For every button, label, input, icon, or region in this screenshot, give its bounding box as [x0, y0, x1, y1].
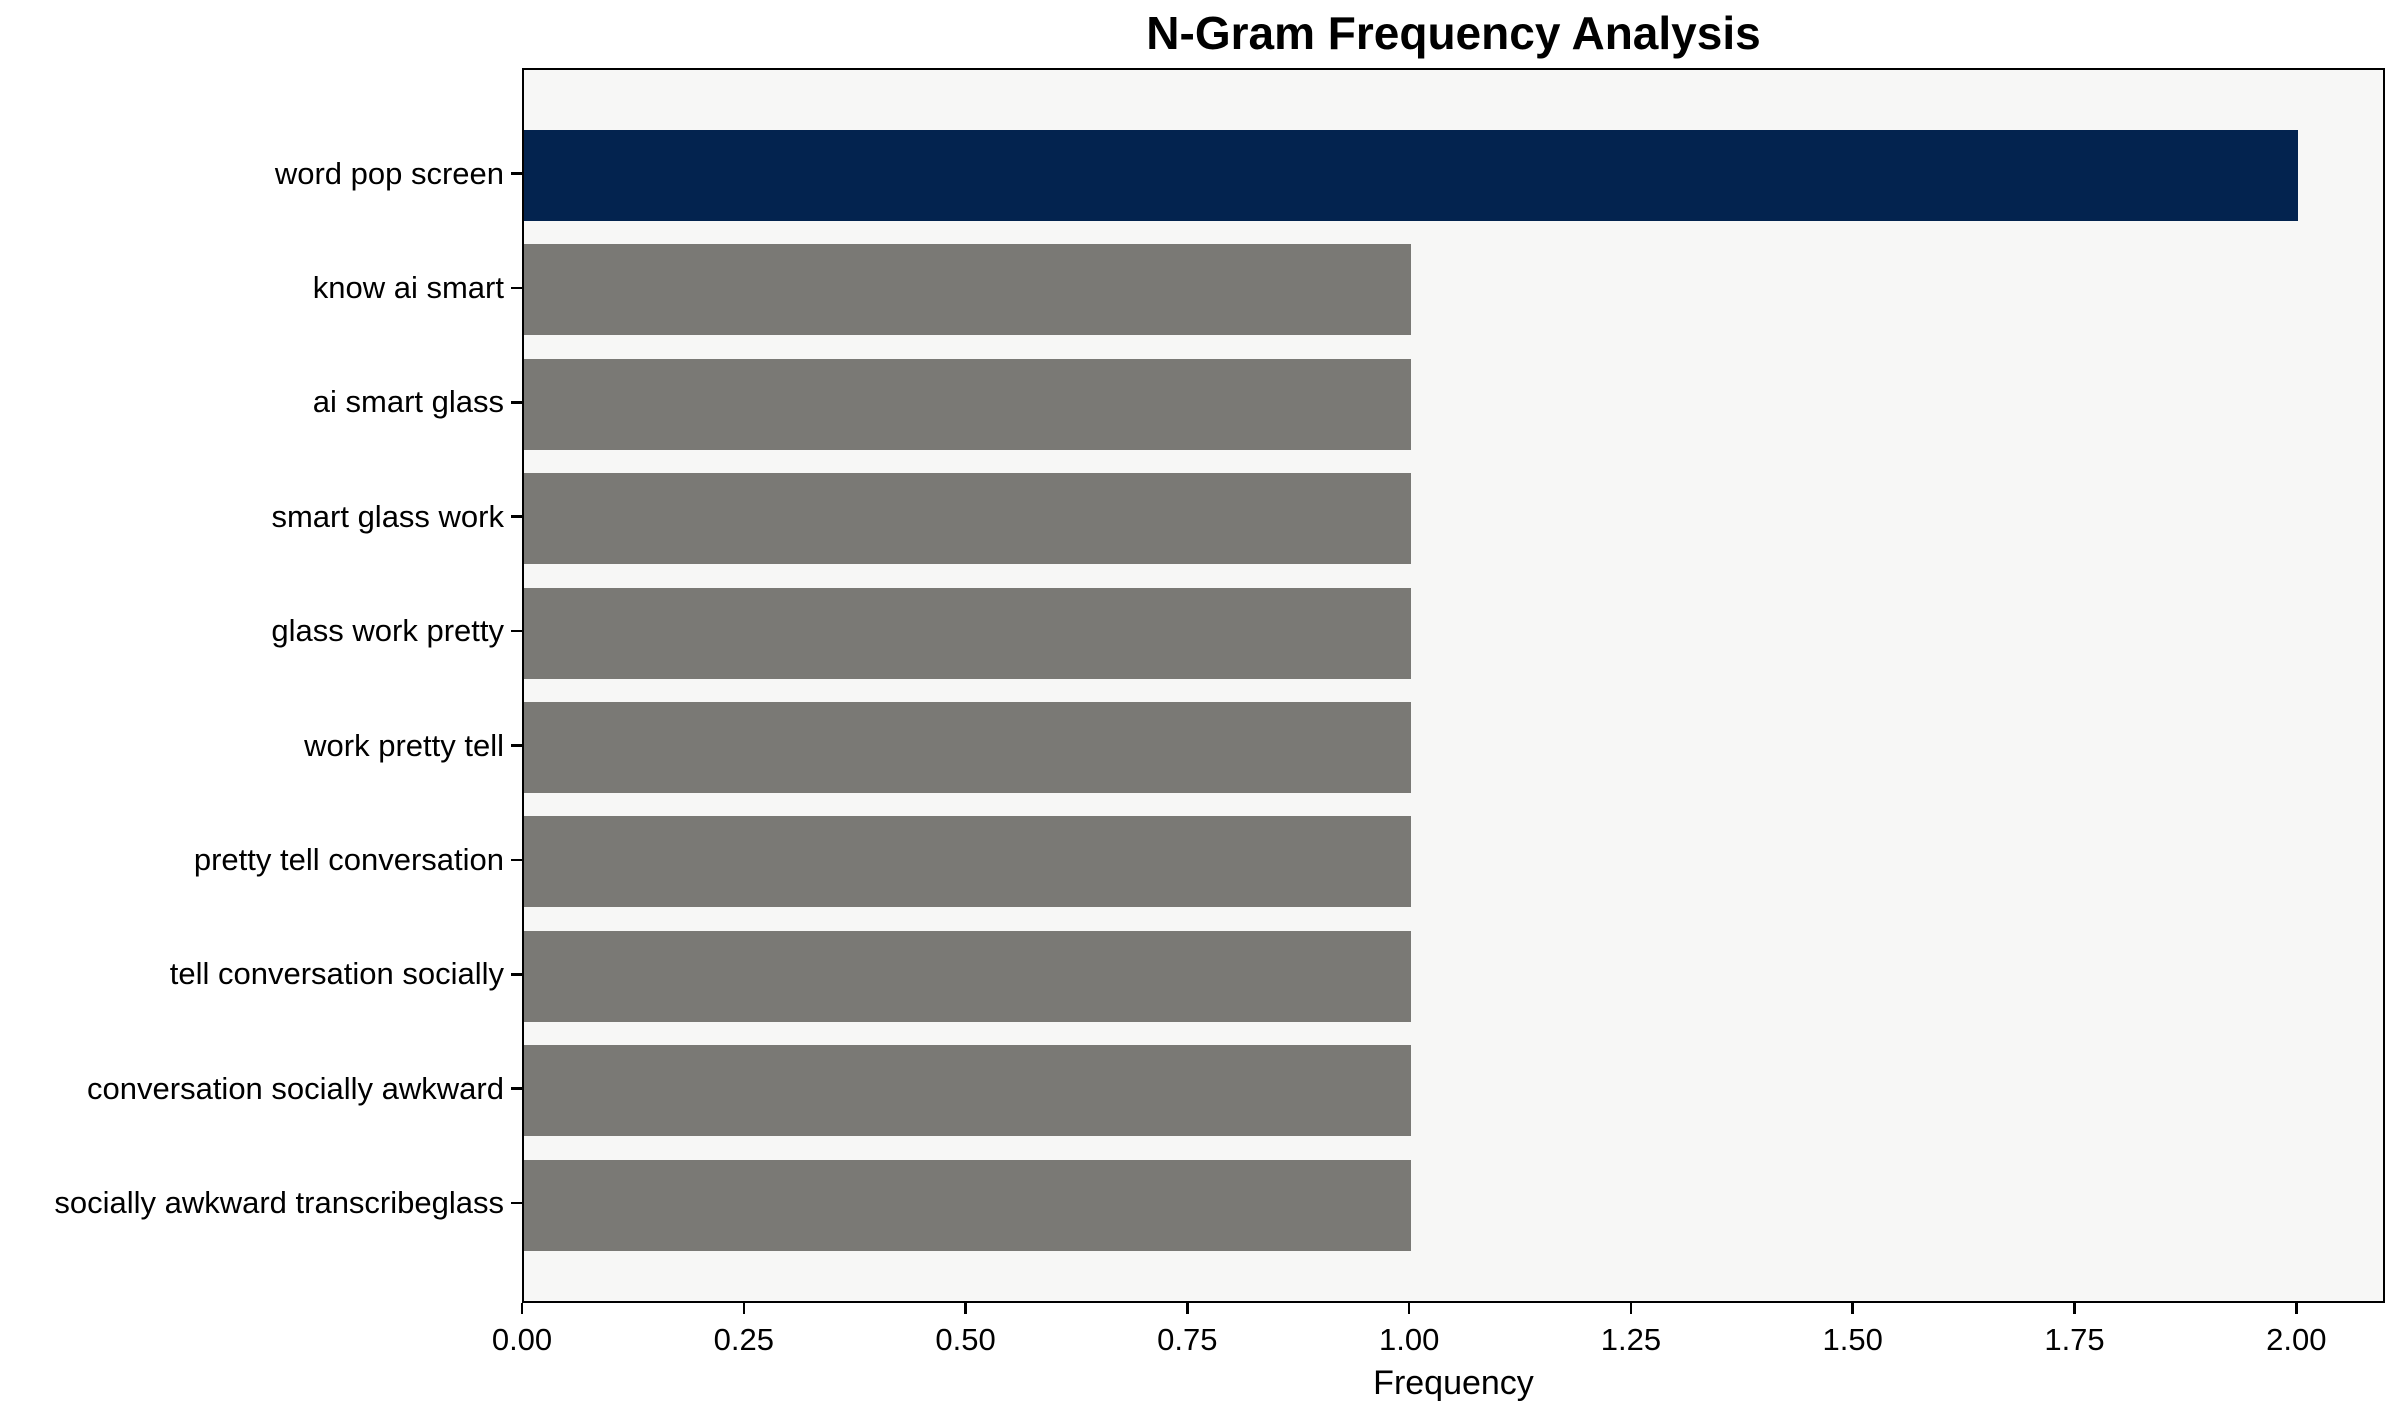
x-tick-label: 0.00 [491, 1322, 553, 1357]
bar [524, 1045, 1412, 1137]
bar [524, 358, 1412, 450]
y-tick-label: word pop screen [274, 155, 504, 191]
y-tick-mark [511, 629, 522, 633]
x-tick-mark [1407, 1303, 1411, 1314]
bar [524, 587, 1412, 679]
plot-area [522, 68, 2385, 1303]
x-tick-label: 0.50 [935, 1322, 996, 1357]
x-tick-mark [2073, 1303, 2076, 1314]
y-tick-label: conversation socially awkward [87, 1070, 504, 1106]
x-tick-mark [2295, 1303, 2298, 1314]
x-tick-mark [1851, 1303, 1854, 1314]
y-tick-mark [511, 973, 522, 976]
y-tick-mark [511, 858, 522, 862]
y-tick-mark [511, 1201, 522, 1205]
bar [524, 816, 1412, 908]
y-tick-mark [511, 515, 522, 518]
bar [524, 930, 1412, 1022]
y-tick-label: know ai smart [312, 269, 504, 305]
y-tick-mark [511, 286, 522, 290]
y-tick-label: ai smart glass [312, 384, 504, 420]
bar [524, 244, 1412, 336]
x-tick-label: 0.75 [1157, 1322, 1218, 1357]
y-tick-mark [511, 401, 522, 404]
y-tick-label: socially awkward transcribeglass [54, 1185, 504, 1221]
x-tick-mark [1186, 1303, 1189, 1314]
y-tick-mark [511, 1087, 522, 1090]
bar [524, 130, 2299, 221]
y-tick-label: pretty tell conversation [193, 841, 504, 877]
y-tick-label: work pretty tell [304, 727, 504, 763]
y-tick-label: tell conversation socially [169, 956, 504, 992]
bar [524, 702, 1412, 793]
y-tick-mark [511, 744, 522, 747]
bar [524, 1159, 1412, 1251]
x-tick-label: 1.25 [1600, 1322, 1662, 1357]
x-tick-label: 1.00 [1378, 1322, 1440, 1357]
x-tick-mark [1629, 1303, 1633, 1314]
y-tick-label: glass work pretty [271, 613, 504, 649]
x-tick-label: 2.00 [2266, 1322, 2327, 1357]
x-tick-mark [742, 1303, 746, 1314]
x-tick-label: 1.50 [1822, 1322, 1883, 1357]
bar [524, 473, 1412, 565]
x-tick-mark [520, 1303, 524, 1314]
y-tick-mark [511, 172, 522, 175]
x-axis-label: Frequency [1373, 1364, 1534, 1402]
x-tick-label: 1.75 [2044, 1322, 2105, 1357]
chart-title: N-Gram Frequency Analysis [1146, 7, 1761, 59]
y-tick-label: smart glass work [271, 498, 504, 534]
x-tick-mark [964, 1303, 967, 1314]
x-tick-label: 0.25 [713, 1322, 774, 1357]
